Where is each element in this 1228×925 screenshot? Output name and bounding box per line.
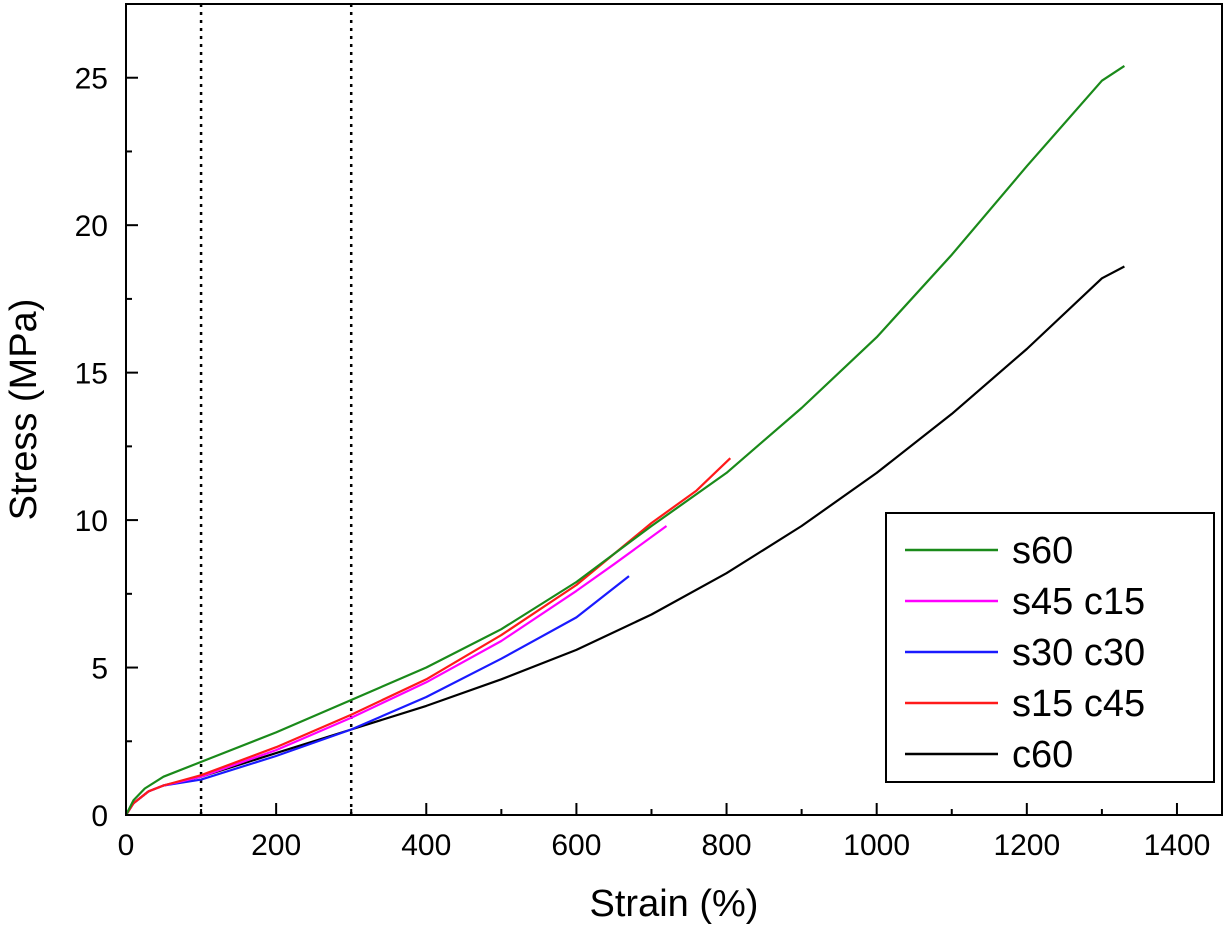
y-tick-label: 0 bbox=[91, 800, 108, 833]
x-tick-label: 600 bbox=[551, 829, 601, 862]
x-tick-label: 1200 bbox=[993, 829, 1060, 862]
y-axis-ticks: 0 5 10 15 20 25 bbox=[75, 3, 138, 833]
legend-label: s30 c30 bbox=[1012, 632, 1145, 674]
x-tick-label: 800 bbox=[702, 829, 752, 862]
x-axis-title: Strain (%) bbox=[590, 883, 759, 925]
legend: s60 s45 c15 s30 c30 s15 c45 c60 bbox=[885, 512, 1215, 783]
x-axis-ticks: 0 200 400 600 800 1000 1200 1400 bbox=[118, 803, 1211, 862]
series-line-s60 bbox=[125, 64, 1126, 816]
x-tick-label: 1400 bbox=[1144, 829, 1211, 862]
y-tick-label: 10 bbox=[75, 505, 108, 538]
y-tick-label: 20 bbox=[75, 210, 108, 243]
x-tick-label: 400 bbox=[401, 829, 451, 862]
legend-label: s60 bbox=[1012, 530, 1073, 572]
series-line-s15-c45 bbox=[125, 457, 732, 816]
x-tick-label: 200 bbox=[251, 829, 301, 862]
legend-label: s15 c45 bbox=[1012, 683, 1145, 725]
y-tick-label: 15 bbox=[75, 358, 108, 391]
y-axis-title: Stress (MPa) bbox=[3, 299, 45, 521]
legend-label: c60 bbox=[1012, 734, 1073, 776]
plot-frame bbox=[125, 3, 1223, 816]
x-tick-label: 0 bbox=[118, 829, 135, 862]
y-tick-label: 25 bbox=[75, 63, 108, 96]
y-tick-label: 5 bbox=[91, 653, 108, 686]
x-tick-label: 1000 bbox=[843, 829, 910, 862]
series-layer bbox=[125, 64, 1126, 816]
legend-box bbox=[885, 512, 1215, 783]
legend-label: s45 c15 bbox=[1012, 581, 1145, 623]
